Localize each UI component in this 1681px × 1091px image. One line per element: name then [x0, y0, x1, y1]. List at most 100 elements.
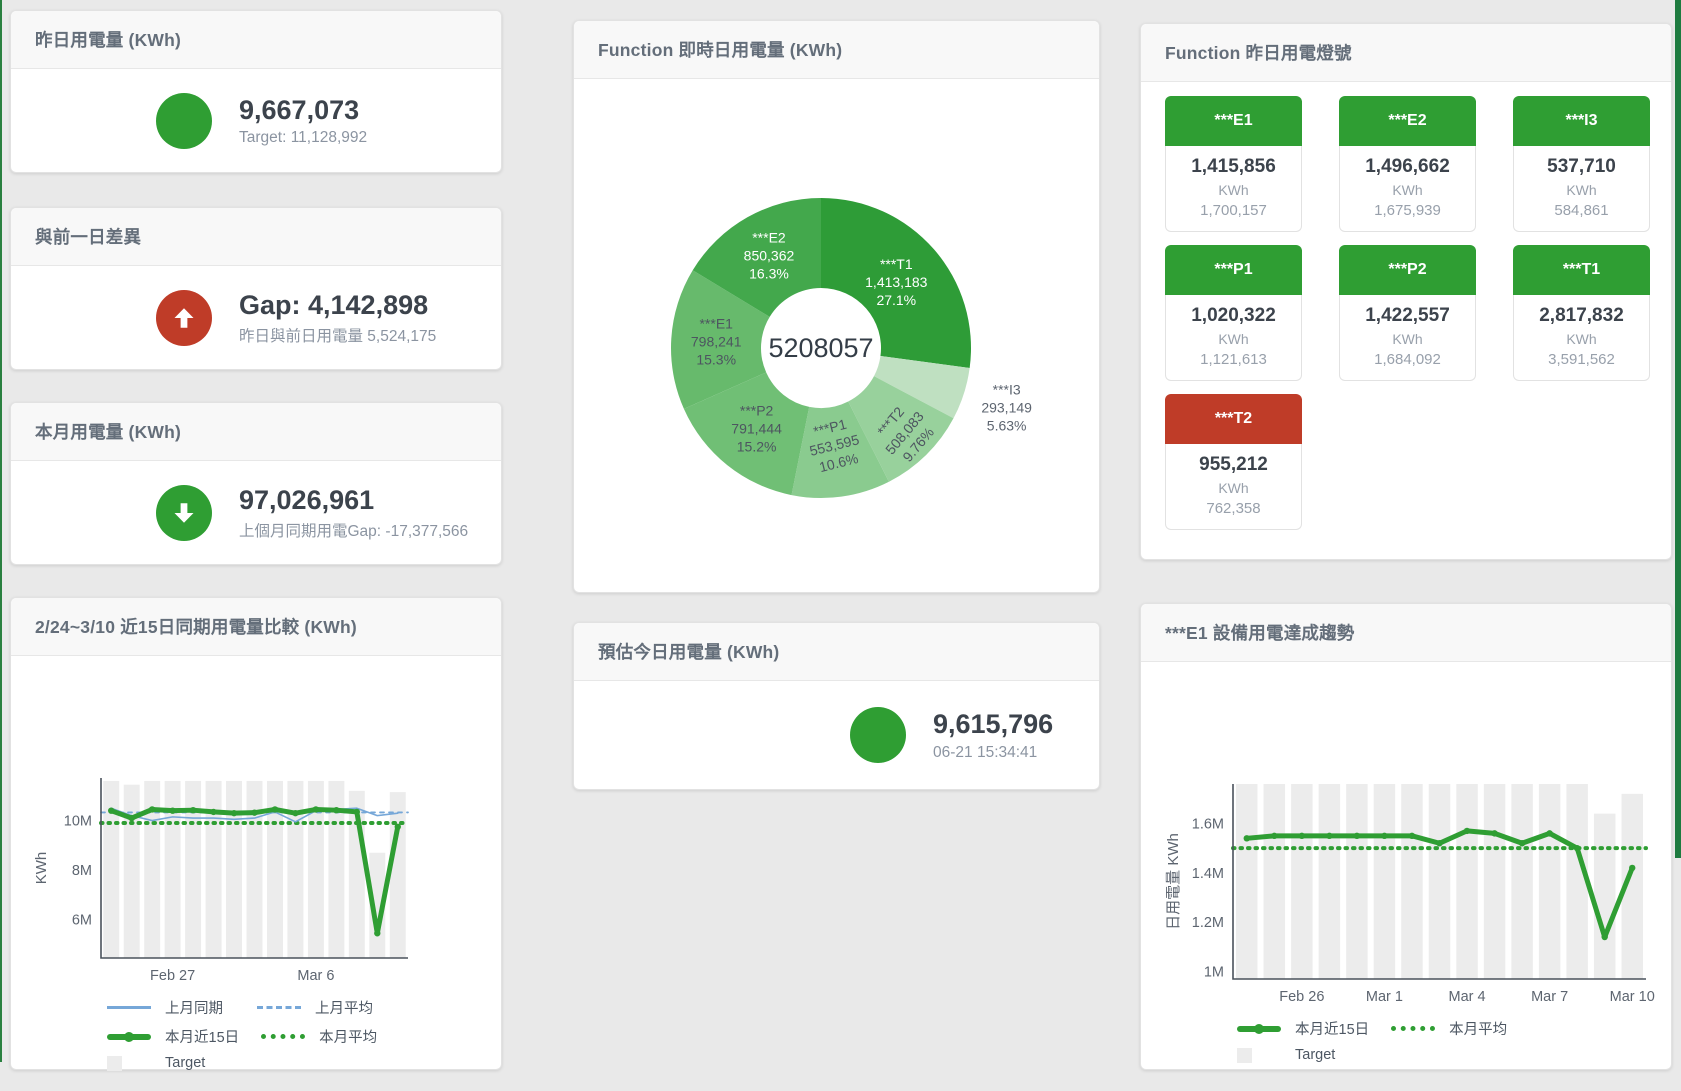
- target-bar: [185, 780, 202, 958]
- card-header: 昨日用電量 (KWh): [11, 11, 501, 69]
- arrow-down-icon: [174, 502, 194, 523]
- legend-row: 上月同期 上月平均: [107, 997, 501, 1018]
- legend-item-上月同期[interactable]: 上月同期: [107, 997, 235, 1018]
- tile-label: ***P1: [1165, 245, 1302, 295]
- data-point: [1491, 830, 1498, 837]
- donut-slice-P2: [683, 372, 810, 496]
- chart-axes: [1232, 784, 1646, 980]
- target-bar: [205, 780, 222, 958]
- tile-target-value: 584,861: [1554, 202, 1609, 219]
- kpi-value: 9,667,073: [239, 94, 360, 125]
- target-bar: [1401, 784, 1423, 979]
- legend-item-本月平均[interactable]: 本月平均: [1391, 1018, 1519, 1039]
- tile-unit: KWh: [1218, 182, 1249, 198]
- target-bar: [266, 780, 283, 958]
- target-bar: [1263, 784, 1286, 979]
- x-axis-tick: Mar 4: [1448, 989, 1485, 1005]
- x-axis-tick: Feb 27: [150, 968, 195, 984]
- tile-label: ***P2: [1339, 245, 1476, 295]
- card-title: Function 即時日用電量 (KWh): [598, 40, 843, 60]
- legend-label: Target: [165, 1055, 206, 1071]
- card-header: 本月用電量 (KWh): [11, 403, 501, 461]
- kpi-subtext: Target: 11,128,992: [239, 129, 368, 147]
- tile-value: 1,496,662: [1365, 156, 1450, 177]
- data-point: [1463, 827, 1471, 835]
- legend-item-Target[interactable]: Target: [107, 1055, 235, 1071]
- status-circle-icon: [850, 707, 906, 763]
- y-axis-label: 日用電量 KWh: [1165, 833, 1182, 930]
- card-header: Function 即時日用電量 (KWh): [574, 21, 1099, 79]
- legend-label: 本月近15日: [1295, 1022, 1370, 1038]
- card-title: ***E1 設備用電達成趨勢: [1165, 623, 1355, 643]
- y-axis-tick: 10M: [64, 814, 92, 830]
- tile-body: 2,817,832 KWh 3,591,562: [1513, 295, 1650, 381]
- right-scrollbar[interactable]: [1675, 0, 1681, 858]
- tile-body: 537,710 KWh 584,861: [1513, 146, 1650, 232]
- target-bar: [103, 780, 120, 958]
- tile-label: ***T2: [1165, 394, 1302, 444]
- donut-slice-label: ***I3 293,149 5.63%: [981, 382, 1032, 434]
- data-point: [128, 814, 135, 822]
- data-point: [271, 806, 279, 813]
- data-point: [1436, 840, 1443, 847]
- y-axis-tick: 8M: [72, 863, 92, 879]
- data-point: [1326, 832, 1333, 840]
- kpi-subtext: 上個月同期用電Gap: -17,377,566: [239, 523, 469, 541]
- legend-swatch-dots: [1391, 1026, 1439, 1031]
- comparison-line-chart: 6M 8M 10M Feb 27 Mar 6 KWh: [33, 778, 410, 984]
- legend-item-本月近15日[interactable]: 本月近15日: [107, 1026, 239, 1047]
- target-bar: [1428, 784, 1451, 979]
- donut-slice-E1: [671, 270, 770, 409]
- tile-body: 955,212 KWh 762,358: [1165, 444, 1302, 530]
- kpi-subtext: 昨日與前日用電量 5,524,175: [239, 328, 437, 346]
- target-bar: [1538, 784, 1561, 979]
- target-bar: [1291, 784, 1313, 979]
- card-header: 2/24~3/10 近15日同期用電量比較 (KWh): [11, 598, 501, 656]
- target-bar: [389, 792, 406, 958]
- kpi-text: 9,615,796 06-21 15:34:41: [933, 708, 1053, 761]
- data-point: [353, 808, 361, 816]
- y-axis-tick: 1M: [1204, 965, 1224, 981]
- legend-row: Target: [1237, 1047, 1671, 1063]
- data-point: [1353, 832, 1361, 840]
- y-axis-tick: 1.6M: [1192, 816, 1224, 832]
- chart-legend: 上月同期 上月平均 本月近15日 本月平均 Target: [107, 997, 501, 1071]
- realtime-usage-donut-chart: ***T1 1,413,183 27.1%***I3 293,149 5.63%***T…: [671, 198, 1032, 498]
- data-point: [312, 806, 320, 813]
- card-title: Function 昨日用電燈號: [1165, 43, 1352, 63]
- y-axis-tick: 1.4M: [1192, 866, 1224, 882]
- data-point: [1629, 864, 1636, 872]
- kpi-timestamp: 06-21 15:34:41: [933, 743, 1038, 761]
- data-point: [1518, 840, 1526, 847]
- kpi-text: 9,667,073 Target: 11,128,992: [239, 94, 367, 147]
- card-title: 昨日用電量 (KWh): [35, 30, 182, 50]
- tile-value: 537,710: [1547, 156, 1616, 177]
- legend-swatch-line: [107, 1006, 155, 1009]
- kpi-text: Gap: 4,142,898 昨日與前日用電量 5,524,175: [239, 289, 436, 346]
- tile-value: 2,817,832: [1539, 305, 1624, 326]
- x-axis-tick: Mar 1: [1366, 989, 1403, 1005]
- legend-swatch-dash: [257, 1006, 305, 1009]
- legend-item-本月近15日[interactable]: 本月近15日: [1237, 1018, 1369, 1039]
- arrow-up-icon: [174, 307, 194, 328]
- card-15day-comparison-chart: 2/24~3/10 近15日同期用電量比較 (KWh) 6M 8M 10M Feb 2…: [10, 597, 502, 1071]
- legend-row: Target: [107, 1055, 501, 1071]
- legend-item-Target[interactable]: Target: [1237, 1047, 1365, 1063]
- data-point: [1573, 844, 1581, 852]
- legend-item-本月平均[interactable]: 本月平均: [261, 1026, 389, 1047]
- legend-item-上月平均[interactable]: 上月平均: [257, 997, 385, 1018]
- tile-unit: KWh: [1566, 331, 1597, 347]
- tile-body: 1,020,322 KWh 1,121,613: [1165, 295, 1302, 381]
- target-bar: [1511, 784, 1533, 979]
- chart-axes: [100, 778, 408, 959]
- tile-label: ***E2: [1339, 96, 1476, 146]
- y-axis-tick: 6M: [72, 913, 92, 929]
- target-bar: [307, 780, 324, 958]
- x-axis-tick: Feb 26: [1279, 989, 1324, 1005]
- donut-slice-T2: [848, 376, 954, 482]
- arrow-up-circle-icon: [156, 289, 212, 346]
- tile-value: 1,415,856: [1191, 156, 1276, 177]
- target-bar: [328, 780, 345, 958]
- target-bar: [1483, 784, 1506, 979]
